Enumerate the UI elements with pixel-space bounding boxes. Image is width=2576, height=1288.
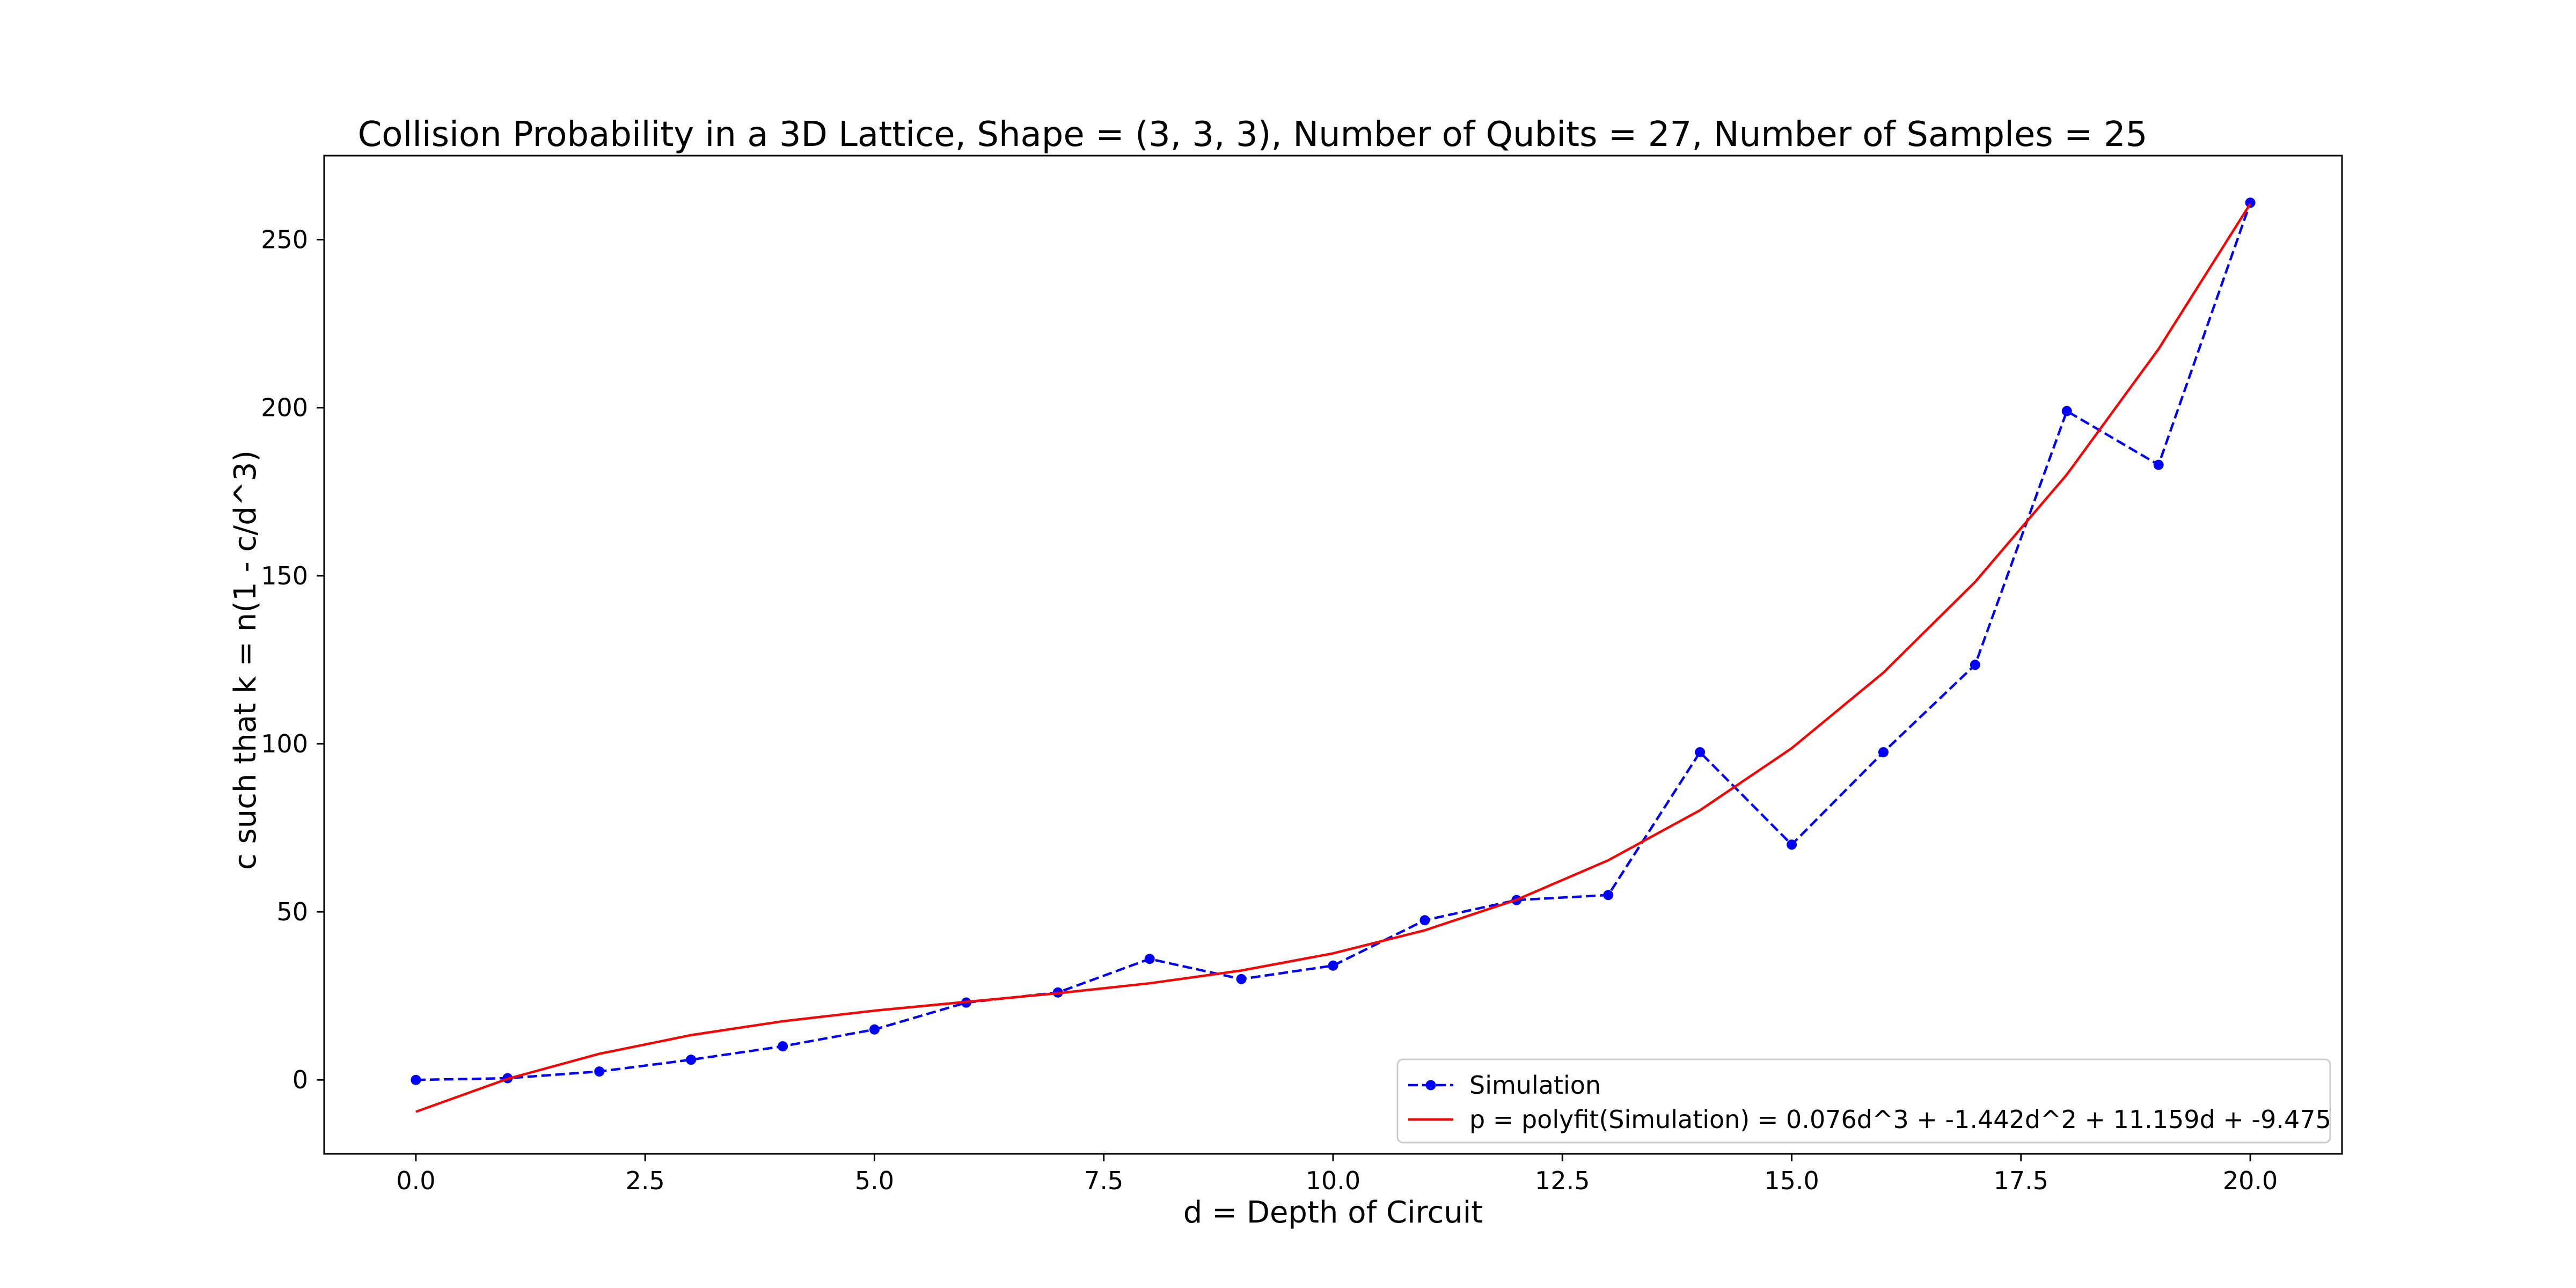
chart-title: Collision Probability in a 3D Lattice, S…	[358, 115, 2148, 155]
legend-label-polyfit: p = polyfit(Simulation) = 0.076d^3 + -1.…	[1469, 1105, 2331, 1134]
y-tick-label: 100	[261, 729, 308, 758]
y-tick-label: 0	[292, 1065, 308, 1094]
series-line-polyfit	[415, 203, 2251, 1113]
series-layer	[411, 197, 2256, 1113]
simulation-point	[1603, 890, 1614, 901]
legend-label-simulation: Simulation	[1469, 1071, 1601, 1100]
x-tick-label: 15.0	[1764, 1166, 1819, 1195]
y-tick-label: 200	[261, 393, 308, 422]
legend: Simulation p = polyfit(Simulation) = 0.07…	[1396, 1058, 2331, 1144]
y-tick-label: 250	[261, 225, 308, 254]
x-axis-label: d = Depth of Circuit	[1183, 1195, 1483, 1230]
simulation-point	[1144, 954, 1155, 964]
y-tick-label: 50	[276, 897, 308, 926]
simulation-point	[2061, 406, 2072, 416]
y-axis: 0 50 100 150 200 250	[261, 225, 324, 1094]
x-tick-label: 17.5	[1994, 1166, 2048, 1195]
x-tick-label: 7.5	[1084, 1166, 1123, 1195]
simulation-point	[686, 1055, 697, 1065]
plot-frame	[323, 155, 2343, 1155]
x-axis: 0.0 2.5 5.0 7.5 10.0 12.5 15.0 17.5 20.0	[396, 1154, 2278, 1195]
simulation-point	[1328, 960, 1338, 971]
simulation-point	[1970, 660, 1980, 670]
simulation-point	[869, 1024, 880, 1035]
y-tick-label: 150	[261, 561, 308, 590]
x-tick-label: 0.0	[396, 1166, 435, 1195]
simulation-point	[2153, 459, 2164, 470]
y-axis-label: c such that k = n(1 - c/d^3)	[228, 450, 263, 870]
simulation-point	[1236, 974, 1247, 984]
legend-box	[1396, 1058, 2331, 1144]
simulation-point	[1695, 747, 1706, 758]
legend-marker-simulation	[1425, 1080, 1436, 1091]
simulation-point	[2245, 197, 2256, 208]
simulation-point	[594, 1066, 605, 1077]
simulation-point	[778, 1041, 788, 1052]
x-tick-label: 5.0	[855, 1166, 894, 1195]
x-tick-label: 20.0	[2223, 1166, 2278, 1195]
simulation-point	[1787, 839, 1797, 850]
x-tick-label: 10.0	[1306, 1166, 1360, 1195]
simulation-point	[411, 1074, 421, 1085]
x-tick-label: 2.5	[626, 1166, 665, 1195]
simulation-point	[1419, 915, 1430, 926]
simulation-point	[1878, 747, 1889, 758]
x-tick-label: 12.5	[1535, 1166, 1590, 1195]
series-line-simulation	[415, 202, 2252, 1081]
